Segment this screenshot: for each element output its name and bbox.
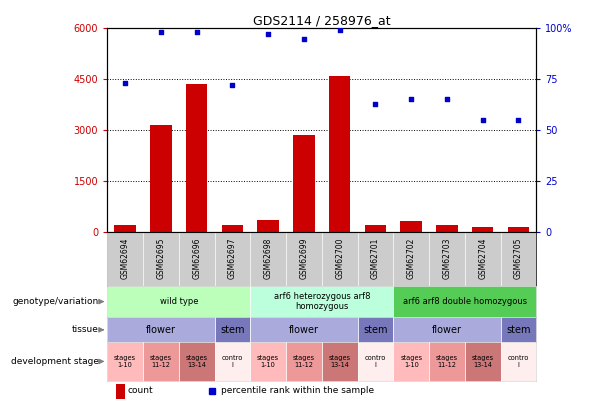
Text: stages
11-12: stages 11-12 xyxy=(293,355,315,368)
Text: GSM62697: GSM62697 xyxy=(228,238,237,279)
Text: GSM62705: GSM62705 xyxy=(514,238,523,279)
Text: stages
13-14: stages 13-14 xyxy=(471,355,494,368)
Bar xyxy=(329,76,351,232)
Bar xyxy=(394,286,536,318)
Bar xyxy=(179,342,215,381)
Text: GSM62703: GSM62703 xyxy=(443,238,452,279)
Bar xyxy=(250,342,286,381)
Bar xyxy=(215,318,250,342)
Title: GDS2114 / 258976_at: GDS2114 / 258976_at xyxy=(253,14,390,27)
Text: percentile rank within the sample: percentile rank within the sample xyxy=(221,386,374,395)
Point xyxy=(478,117,488,123)
Bar xyxy=(465,342,501,381)
Bar xyxy=(107,318,215,342)
Text: flower: flower xyxy=(289,325,319,335)
Bar xyxy=(322,342,357,381)
Bar xyxy=(436,225,458,232)
Bar xyxy=(400,222,422,232)
Bar xyxy=(116,384,125,399)
Text: contro
l: contro l xyxy=(508,355,529,368)
Text: stages
11-12: stages 11-12 xyxy=(150,355,172,368)
Text: development stage: development stage xyxy=(10,357,99,366)
Bar xyxy=(143,342,179,381)
Text: stem: stem xyxy=(364,325,387,335)
Text: genotype/variation: genotype/variation xyxy=(12,297,99,306)
Text: stem: stem xyxy=(506,325,531,335)
Bar xyxy=(394,318,501,342)
Text: stages
1-10: stages 1-10 xyxy=(257,355,280,368)
Text: GSM62701: GSM62701 xyxy=(371,238,380,279)
Bar xyxy=(222,225,243,232)
Bar xyxy=(107,286,250,318)
Bar xyxy=(357,318,394,342)
Point xyxy=(406,96,416,103)
Point xyxy=(370,100,380,107)
Bar xyxy=(286,342,322,381)
Text: wild type: wild type xyxy=(159,297,198,306)
Text: stages
11-12: stages 11-12 xyxy=(436,355,458,368)
Text: stages
1-10: stages 1-10 xyxy=(400,355,422,368)
Bar xyxy=(150,125,172,232)
Point xyxy=(264,31,273,38)
Bar xyxy=(115,225,136,232)
Text: stages
13-14: stages 13-14 xyxy=(186,355,208,368)
Bar xyxy=(257,220,279,232)
Text: stages
13-14: stages 13-14 xyxy=(329,355,351,368)
Bar xyxy=(186,84,207,232)
Bar xyxy=(508,226,529,232)
Bar xyxy=(293,135,314,232)
Text: GSM62704: GSM62704 xyxy=(478,238,487,279)
Text: arf6 arf8 double homozygous: arf6 arf8 double homozygous xyxy=(403,297,527,306)
Text: contro
l: contro l xyxy=(222,355,243,368)
Text: GSM62696: GSM62696 xyxy=(192,238,201,279)
Bar xyxy=(250,318,357,342)
Point xyxy=(514,117,524,123)
Text: GSM62695: GSM62695 xyxy=(156,238,166,279)
Text: GSM62699: GSM62699 xyxy=(299,238,308,279)
Text: flower: flower xyxy=(146,325,176,335)
Bar xyxy=(501,342,536,381)
Bar xyxy=(215,342,250,381)
Text: GSM62698: GSM62698 xyxy=(264,238,273,279)
Text: flower: flower xyxy=(432,325,462,335)
Bar xyxy=(107,342,143,381)
Point xyxy=(442,96,452,103)
Text: count: count xyxy=(128,386,153,395)
Bar xyxy=(250,286,394,318)
Point xyxy=(227,82,237,89)
Text: tissue: tissue xyxy=(72,325,99,334)
Point xyxy=(299,35,309,42)
Bar xyxy=(472,226,493,232)
Text: contro
l: contro l xyxy=(365,355,386,368)
Bar xyxy=(357,342,394,381)
Bar xyxy=(394,342,429,381)
Text: stem: stem xyxy=(220,325,245,335)
Bar xyxy=(501,318,536,342)
Text: arf6 heterozygous arf8
homozygous: arf6 heterozygous arf8 homozygous xyxy=(273,292,370,311)
Text: GSM62702: GSM62702 xyxy=(406,238,416,279)
Point xyxy=(156,29,166,36)
Text: stages
1-10: stages 1-10 xyxy=(114,355,136,368)
Point xyxy=(120,80,130,86)
Bar xyxy=(429,342,465,381)
Text: GSM62700: GSM62700 xyxy=(335,238,345,279)
Point xyxy=(192,29,202,36)
Point xyxy=(335,27,345,34)
Text: GSM62694: GSM62694 xyxy=(121,238,130,279)
Bar xyxy=(365,225,386,232)
